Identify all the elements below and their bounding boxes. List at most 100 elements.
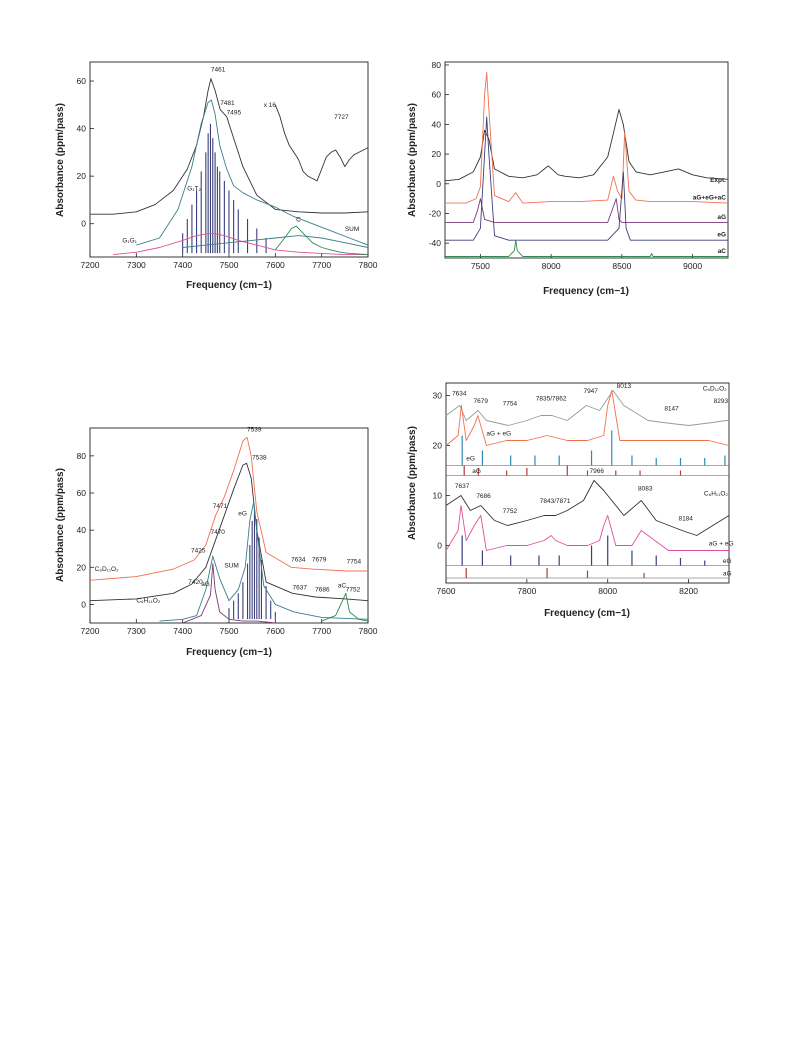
annotation-dagl: aG bbox=[472, 468, 481, 475]
y-tick-label: 10 bbox=[433, 491, 443, 501]
series-group bbox=[444, 71, 729, 257]
series-group bbox=[90, 78, 369, 256]
annotation-group: 7461 7481 7495 x 16 7727 G₁T₂ C SUM G₁G₁ bbox=[122, 67, 359, 245]
y-axis-label: Absorbance (ppm/pass) bbox=[55, 468, 66, 582]
y-tick-label: 20 bbox=[433, 441, 443, 451]
x-tick-label: 7200 bbox=[81, 626, 100, 636]
x-tick-label: 7500 bbox=[471, 261, 490, 271]
series-line-deut-expt bbox=[445, 390, 729, 426]
annotation-eglbl: eG bbox=[238, 510, 247, 517]
y-tick-label: 60 bbox=[77, 76, 87, 86]
series-line-expt bbox=[90, 78, 369, 215]
x-tick-label: 7800 bbox=[359, 626, 378, 636]
annotation-d7947: 7947 bbox=[583, 388, 598, 395]
annotation-hsumlbl: aG + eG bbox=[709, 541, 734, 548]
x-axis-label: Frequency (cm−1) bbox=[186, 647, 272, 658]
series-line-G1G1 bbox=[113, 232, 368, 256]
annotation-group: 7539 7538 7471 7425 7470 7420 7634 7679 7754 7637… bbox=[95, 427, 362, 605]
series-line-h-expt bbox=[445, 480, 730, 536]
annotation-d8293: 8293 bbox=[714, 398, 729, 405]
x-tick-label: 8200 bbox=[679, 586, 698, 596]
annotation-sumlbl: SUM bbox=[224, 562, 238, 569]
x-tick-label: 8000 bbox=[598, 586, 617, 596]
series-line-h bbox=[89, 462, 369, 602]
x-tick-label: 7700 bbox=[312, 626, 331, 636]
x-tick-label: 7600 bbox=[266, 626, 285, 636]
annotation-p7686: 7686 bbox=[315, 586, 330, 593]
plot-frame bbox=[444, 61, 729, 259]
y-tick-label: 80 bbox=[432, 60, 442, 70]
series-line-C bbox=[274, 225, 369, 256]
x-tick-label: 8000 bbox=[542, 261, 561, 271]
series-label-sum-label: aG+eG+aC bbox=[693, 195, 727, 202]
y-tick-label: -20 bbox=[429, 208, 442, 218]
plot-frame bbox=[445, 382, 730, 584]
annotation-p7754: 7754 bbox=[347, 559, 362, 566]
annotation-degl: eG bbox=[466, 456, 475, 463]
annotation-hegl: eG bbox=[723, 558, 732, 565]
plot-area: 7200 7300 7400 7500 7600 7700 7800 0 20 40 60 7461… bbox=[55, 61, 378, 291]
annotation-h7686: 7686 bbox=[476, 493, 491, 500]
x-tick-label: 7600 bbox=[266, 260, 285, 270]
series-line-aG bbox=[182, 563, 276, 624]
series-group bbox=[89, 436, 369, 624]
annotation-c: C bbox=[296, 216, 301, 223]
y-tick-label: 20 bbox=[77, 171, 87, 181]
y-axis-label: Absorbance (ppm/pass) bbox=[407, 426, 418, 540]
x-tick-label: 7500 bbox=[220, 626, 239, 636]
annotation-h7637: 7637 bbox=[455, 483, 470, 490]
y-axis-label: Absorbance (ppm/pass) bbox=[55, 103, 66, 217]
series-label-ag-label: aG bbox=[717, 214, 726, 221]
annotation-p7538: 7538 bbox=[252, 455, 267, 462]
series-line-sum bbox=[159, 501, 369, 622]
annotation-group: Expt. aG+eG+aC aG eG aC bbox=[693, 177, 727, 255]
series-line-h-sum bbox=[445, 505, 729, 551]
annotation-c6h11: C₆H₁₁O₂ bbox=[704, 491, 728, 498]
series-label-eg-label: eG bbox=[717, 232, 726, 239]
x-tick-label: 8500 bbox=[612, 261, 631, 271]
series-line-eG bbox=[445, 116, 728, 241]
series-line-aC bbox=[321, 592, 369, 622]
series-label-expt-label: Expt. bbox=[710, 177, 726, 184]
annotation-h7752: 7752 bbox=[503, 508, 518, 515]
series-line-aG bbox=[445, 198, 728, 223]
annotation-d8147: 8147 bbox=[664, 406, 679, 413]
axis-ticks: 7600 7800 8000 8200 0 10 20 30 bbox=[433, 391, 699, 597]
y-tick-label: 0 bbox=[81, 219, 86, 229]
axis-ticks: 7200 7300 7400 7500 7600 7700 7800 0 20 40 60 bbox=[77, 76, 378, 270]
annotation-aglbl: aG bbox=[201, 581, 210, 588]
annotation-d8013: 8013 bbox=[617, 383, 632, 390]
annotation-c6h11: C₆H₁₁O₂ bbox=[136, 598, 160, 605]
annotation-p7634: 7634 bbox=[291, 557, 306, 564]
annotation-sumlbl: SUM bbox=[345, 226, 359, 233]
annotation-dsumlbl: aG + eG bbox=[486, 431, 511, 438]
axis-ticks: 7500 8000 8500 9000 -40 -20 0 20 40 60 80 bbox=[429, 60, 703, 271]
annotation-d7754: 7754 bbox=[503, 401, 518, 408]
y-tick-label: 40 bbox=[77, 525, 87, 535]
series-line-sum bbox=[182, 235, 369, 248]
y-tick-label: 40 bbox=[77, 124, 87, 134]
annotation-h7966: 7966 bbox=[590, 468, 605, 475]
x-tick-label: 7500 bbox=[220, 260, 239, 270]
y-tick-label: 30 bbox=[433, 391, 443, 401]
annotation-p7495: 7495 bbox=[227, 109, 242, 116]
series-group bbox=[445, 390, 730, 579]
y-tick-label: 20 bbox=[432, 149, 442, 159]
x-tick-label: 7300 bbox=[127, 626, 146, 636]
annotation-d7634: 7634 bbox=[452, 391, 467, 398]
x-axis-label: Frequency (cm−1) bbox=[186, 280, 272, 291]
annotation-g1g1: G₁G₁ bbox=[122, 238, 137, 245]
y-tick-label: 0 bbox=[436, 179, 441, 189]
annotation-c6d11: C₆D₁₁O₂ bbox=[703, 386, 727, 393]
series-line-sum bbox=[445, 71, 729, 204]
annotation-p7637: 7637 bbox=[292, 585, 307, 592]
annotation-p7481: 7481 bbox=[220, 100, 235, 107]
annotation-p7420: 7420 bbox=[188, 579, 203, 586]
plot-area: 7600 7800 8000 8200 0 10 20 30 7634 7679 7754 7835… bbox=[407, 382, 734, 619]
x-tick-label: 7700 bbox=[312, 260, 331, 270]
series-line-aC bbox=[445, 239, 728, 257]
